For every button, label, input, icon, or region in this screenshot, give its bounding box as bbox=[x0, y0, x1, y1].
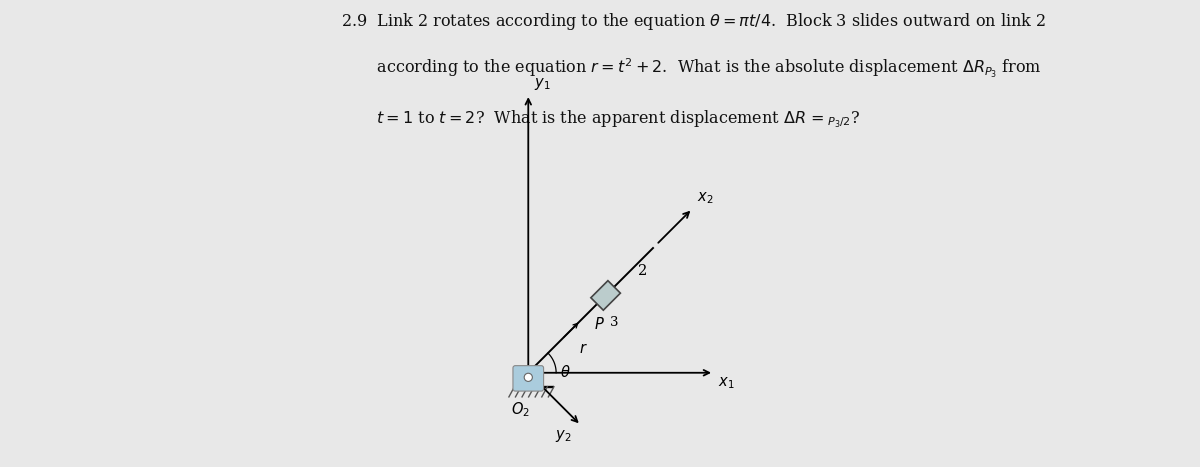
Text: $y_2$: $y_2$ bbox=[556, 428, 571, 444]
Text: $x_2$: $x_2$ bbox=[697, 191, 714, 206]
FancyBboxPatch shape bbox=[512, 366, 544, 391]
Text: $O_2$: $O_2$ bbox=[511, 401, 529, 419]
Text: $\theta$: $\theta$ bbox=[560, 364, 571, 380]
Text: $r$: $r$ bbox=[580, 342, 588, 355]
Text: $t = 1$ to $t = 2$?  What is the apparent displacement $\Delta R\,{=_{P_3/2}}$?: $t = 1$ to $t = 2$? What is the apparent… bbox=[341, 108, 860, 130]
Text: $y_1$: $y_1$ bbox=[534, 76, 551, 92]
Text: according to the equation $r = t^2 + 2$.  What is the absolute displacement $\De: according to the equation $r = t^2 + 2$.… bbox=[341, 57, 1042, 80]
Bar bbox=[590, 281, 620, 310]
Circle shape bbox=[524, 373, 533, 382]
Text: $P$: $P$ bbox=[594, 316, 605, 333]
Text: 2: 2 bbox=[638, 264, 648, 278]
Text: $x_1$: $x_1$ bbox=[718, 375, 734, 391]
Text: 2.9  Link 2 rotates according to the equation $\theta = \pi t/4$.  Block 3 slide: 2.9 Link 2 rotates according to the equa… bbox=[341, 11, 1046, 32]
Text: 3: 3 bbox=[611, 316, 619, 329]
